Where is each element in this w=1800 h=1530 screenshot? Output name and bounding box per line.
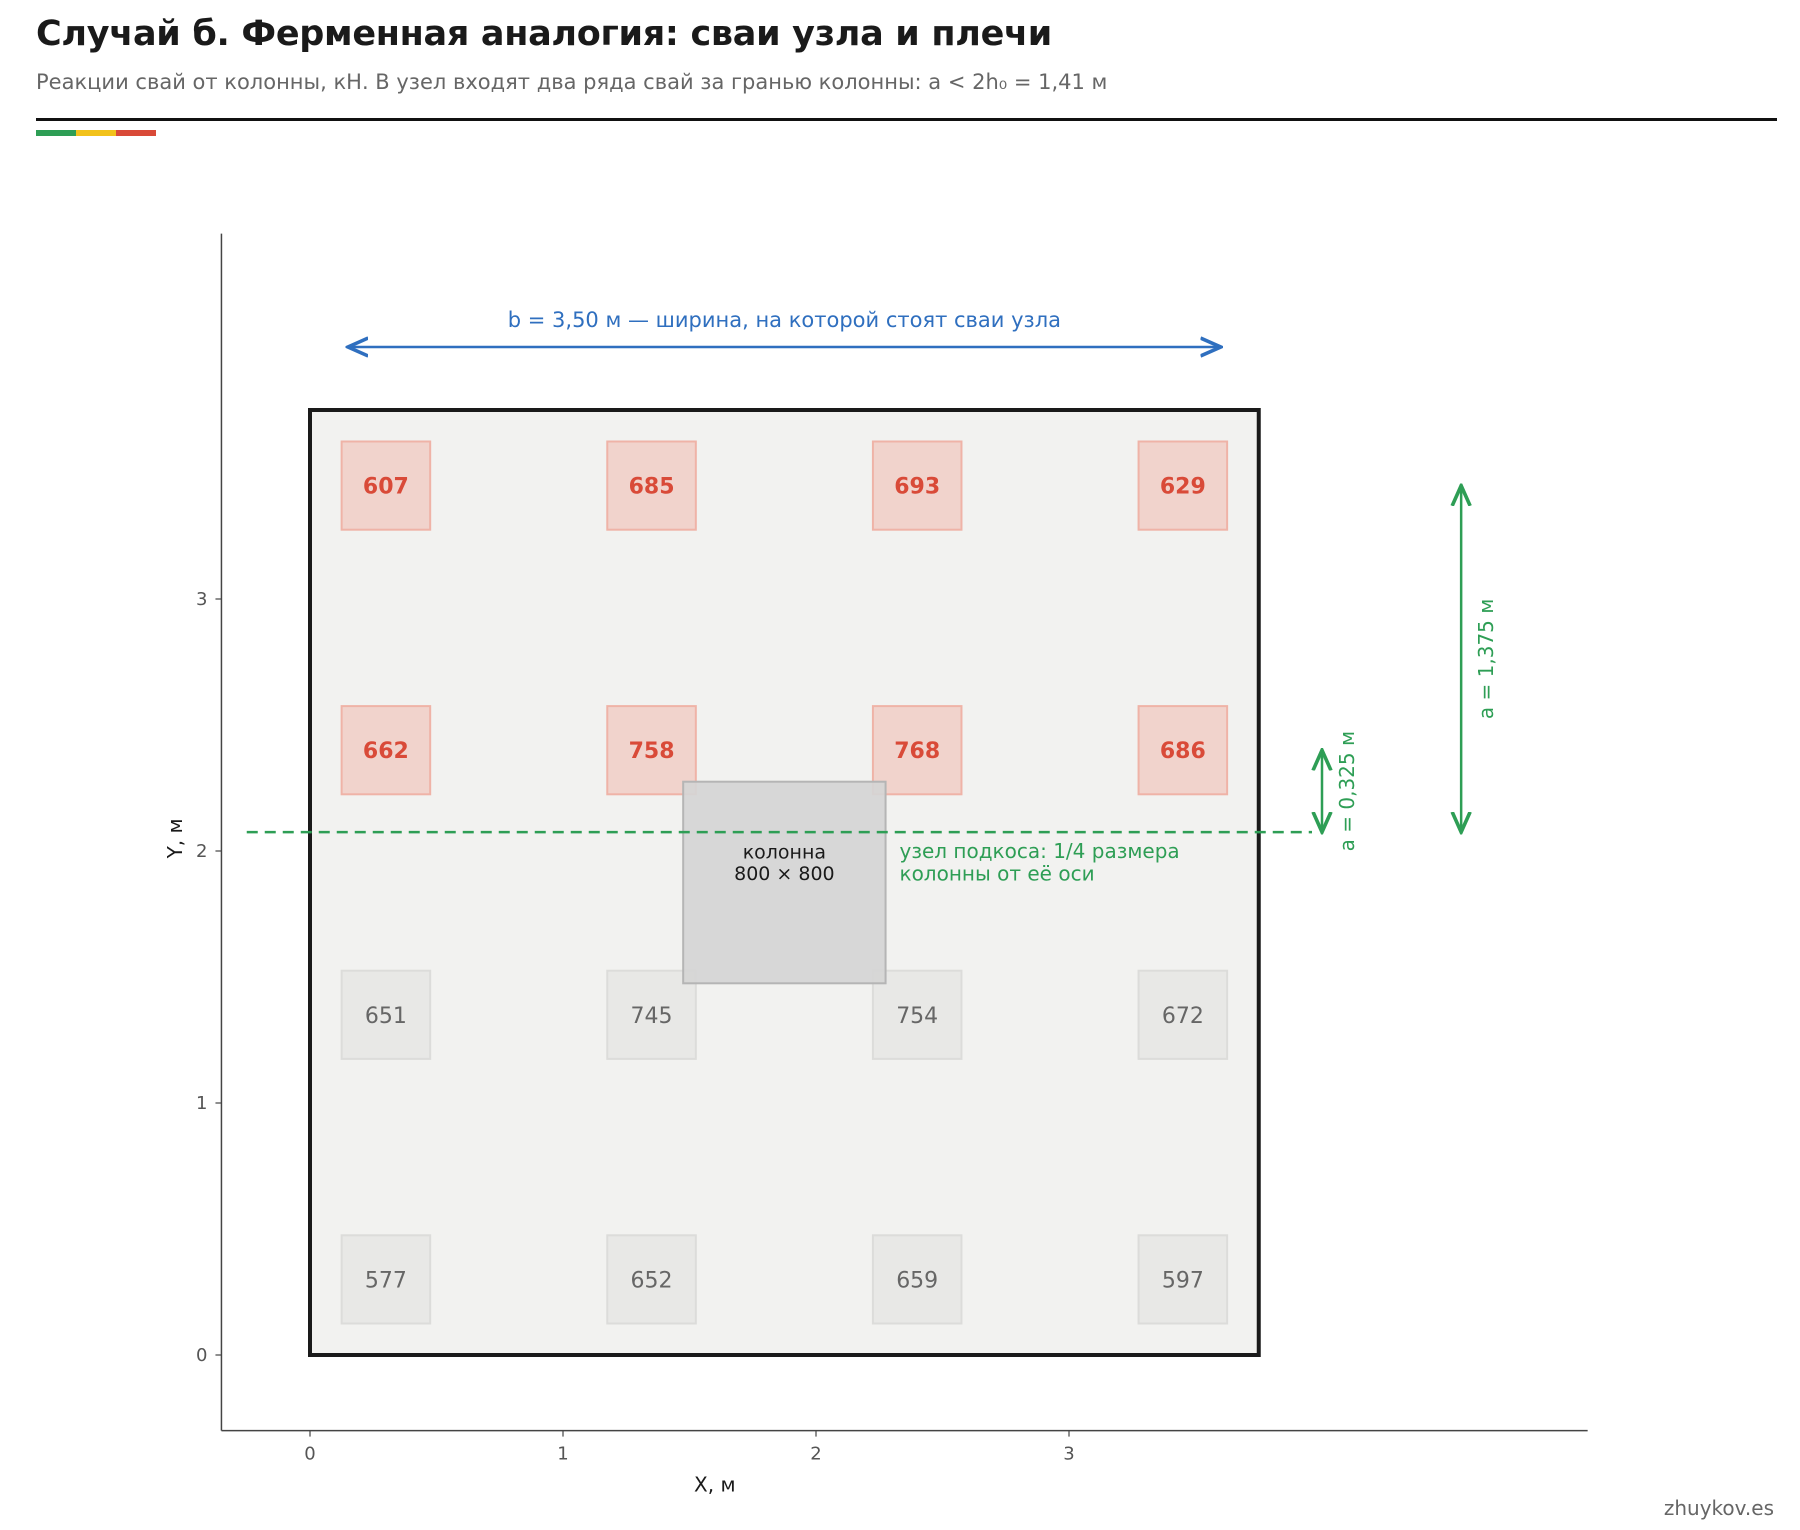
arm-label-small: a = 0,325 м	[1335, 731, 1359, 851]
pile	[1137, 969, 1229, 1060]
credit-label: zhuykov.es	[1663, 1496, 1774, 1520]
pile	[340, 1234, 432, 1325]
x-tick-label: 1	[557, 1444, 568, 1465]
x-tick-label: 2	[810, 1444, 821, 1465]
node-pile	[871, 705, 963, 796]
accent-bar-yellow	[76, 130, 116, 136]
pile	[606, 1234, 697, 1325]
x-tick-label: 3	[1063, 1444, 1074, 1465]
node-pile-reaction-label: 629	[1160, 475, 1206, 500]
accent-bar-green	[36, 130, 76, 136]
y-tick-label: 1	[196, 1093, 207, 1114]
pile-reaction-label: 745	[631, 1004, 673, 1029]
pile-reaction-label: 672	[1162, 1004, 1204, 1029]
column-outline	[682, 780, 887, 985]
width-arrow-label: b = 3,50 м — ширина, на которой стоят св…	[508, 308, 1061, 332]
y-tick-label: 2	[196, 841, 207, 862]
node-line-label-line2: колонны от её оси	[899, 862, 1094, 886]
pile-reaction-label: 577	[365, 1268, 407, 1293]
node-pile	[606, 440, 697, 531]
x-tick-label: 0	[304, 1444, 315, 1465]
chart-title: Случай б. Ферменная аналогия: сваи узла …	[36, 14, 1052, 54]
node-line-label-line1: узел подкоса: 1/4 размера	[899, 839, 1179, 863]
pile-reaction-label: 597	[1162, 1268, 1204, 1293]
node-pile-reaction-label: 693	[894, 475, 940, 500]
pile	[871, 1234, 963, 1325]
pile-reaction-label: 659	[896, 1268, 938, 1293]
pile	[606, 969, 697, 1060]
y-tick-label: 3	[196, 589, 207, 610]
pile-reaction-label: 652	[631, 1268, 673, 1293]
column-label-size: 800 × 800	[734, 863, 835, 885]
x-axis-title: X, м	[694, 1473, 736, 1497]
node-pile	[340, 705, 432, 796]
y-axis-title: Y, м	[163, 818, 187, 859]
pile-reaction-label: 651	[365, 1004, 407, 1029]
arm-label-large: a = 1,375 м	[1474, 599, 1498, 719]
node-pile-reaction-label: 758	[629, 739, 675, 764]
node-pile	[340, 440, 432, 531]
node-pile-reaction-label: 662	[363, 739, 409, 764]
column-label-name: колонна	[743, 842, 826, 864]
node-pile	[606, 705, 697, 796]
accent-bar-red	[116, 130, 156, 136]
pile	[871, 969, 963, 1060]
chart-subtitle: Реакции свай от колонны, кН. В узел вход…	[36, 70, 1108, 94]
node-pile	[1137, 705, 1229, 796]
node-pile	[871, 440, 963, 531]
title-rule	[36, 118, 1777, 121]
pile	[1137, 1234, 1229, 1325]
node-pile-reaction-label: 685	[629, 475, 675, 500]
node-pile-reaction-label: 768	[894, 739, 940, 764]
pile-reaction-label: 754	[896, 1004, 938, 1029]
pile	[340, 969, 432, 1060]
node-pile-reaction-label: 686	[1160, 739, 1206, 764]
node-pile	[1137, 440, 1229, 531]
node-pile-reaction-label: 607	[363, 475, 409, 500]
y-tick-label: 0	[196, 1345, 207, 1366]
